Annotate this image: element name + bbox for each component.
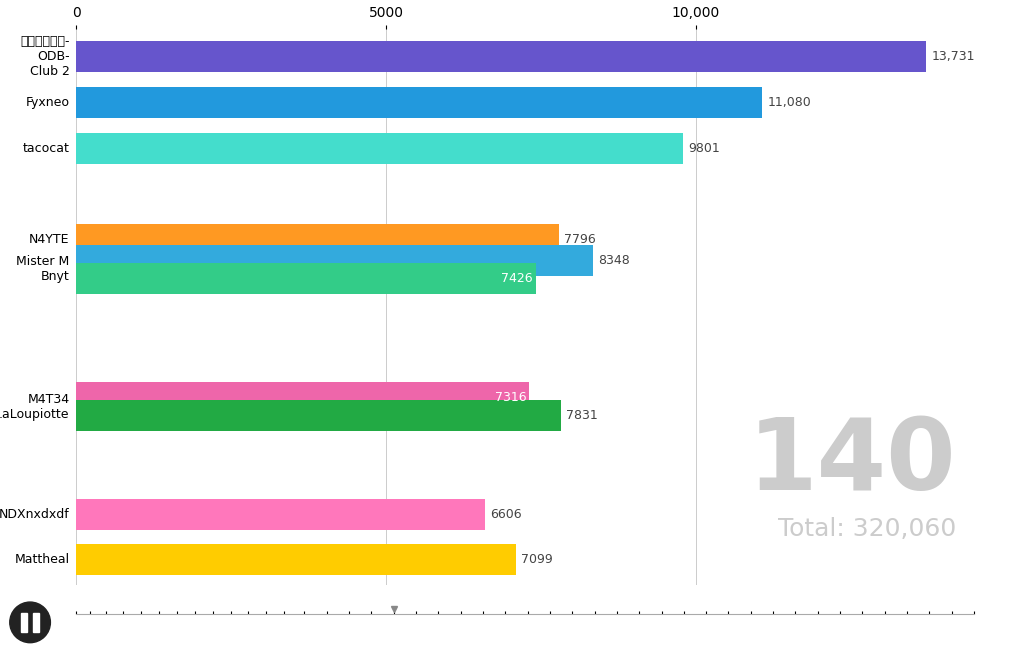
Bar [76,382,529,413]
Text: 7796: 7796 [564,233,595,246]
Bar [76,499,485,530]
FancyBboxPatch shape [33,612,39,632]
Bar [76,545,516,575]
Bar [76,245,593,276]
Bar [76,224,558,255]
Bar [76,263,536,294]
Text: 7426: 7426 [501,272,533,285]
Text: 6606: 6606 [490,508,522,521]
Circle shape [10,602,50,643]
Bar [76,87,761,118]
Text: 8348: 8348 [597,254,630,266]
Text: 13,731: 13,731 [930,50,974,63]
Text: Total: 320,060: Total: 320,060 [777,517,955,541]
Text: 7831: 7831 [566,410,597,422]
Bar [76,400,560,431]
Text: 7316: 7316 [494,391,526,404]
Text: 7099: 7099 [521,553,552,566]
Text: 11,080: 11,080 [766,96,810,109]
Bar [76,41,925,72]
Bar [76,133,683,164]
FancyBboxPatch shape [21,612,28,632]
Text: 9801: 9801 [688,142,719,155]
Text: 140: 140 [747,414,955,512]
